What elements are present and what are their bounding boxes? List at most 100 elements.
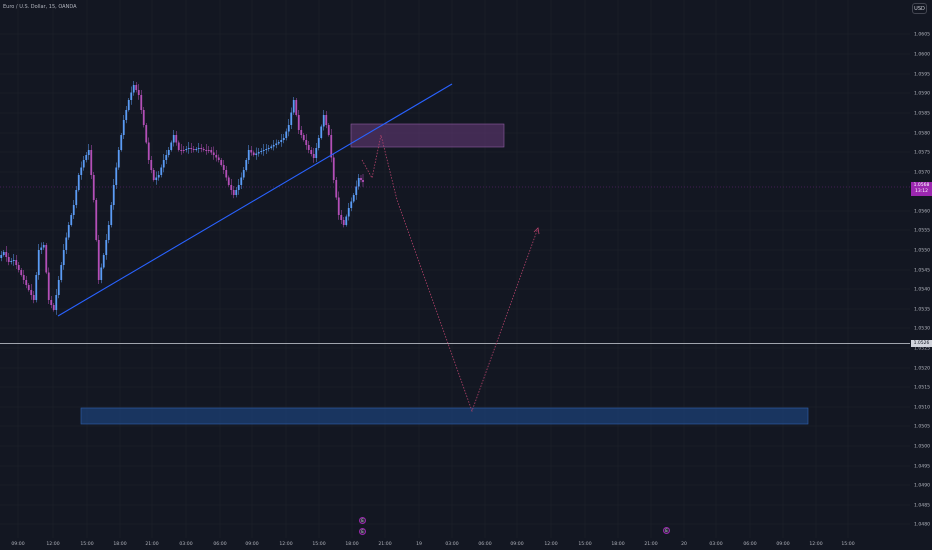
candle-body [172, 135, 175, 143]
candle-body [355, 186, 358, 195]
price-tick-label: 1.0575 [914, 150, 930, 156]
candle-body [52, 305, 55, 310]
candle-body [15, 260, 18, 265]
time-tick-label: 12:00 [544, 541, 557, 547]
candle-body [330, 135, 333, 158]
grid [0, 0, 910, 538]
candle-body [132, 85, 135, 93]
candle-body [207, 150, 210, 151]
candle-body [360, 178, 362, 180]
time-tick-label: 21:00 [644, 541, 657, 547]
candle-body [325, 115, 328, 125]
candle-body [305, 140, 308, 145]
event-icon[interactable]: E [663, 527, 670, 534]
candle-body [347, 208, 350, 217]
candle-body [182, 150, 185, 151]
candle-body [285, 131, 288, 138]
candle-body [35, 275, 38, 300]
candle-body [20, 270, 23, 275]
time-tick-label: 15:00 [841, 541, 854, 547]
candle-body [267, 148, 270, 149]
candle-body [272, 145, 275, 147]
candle-body [115, 167, 118, 185]
candle-body [142, 110, 145, 125]
candle-body [282, 138, 285, 140]
candle-body [130, 92, 133, 100]
candle-body [157, 175, 160, 178]
supply-zone[interactable] [350, 123, 505, 148]
candle-body [72, 205, 75, 215]
candle-body [12, 260, 15, 261]
candle-body [227, 177, 230, 185]
demand-zone[interactable] [80, 407, 809, 425]
candle-body [317, 138, 320, 148]
candle-body [232, 190, 235, 195]
candle-body [122, 120, 125, 135]
candle-body [242, 170, 245, 178]
candle-body [220, 160, 223, 165]
candle-body [87, 150, 90, 155]
candle-body [160, 167, 163, 175]
time-tick-label: 03:00 [179, 541, 192, 547]
candle-body [235, 190, 238, 195]
event-icon[interactable]: E [359, 528, 366, 535]
time-tick-label: 21:00 [145, 541, 158, 547]
candle-body [312, 154, 315, 158]
hline-price-tag[interactable]: 1.0526 [911, 340, 932, 347]
price-tick-label: 1.0550 [914, 248, 930, 254]
candle-body [92, 175, 95, 200]
price-tick-label: 1.0515 [914, 385, 930, 391]
candle-body [27, 285, 30, 290]
candle-body [57, 280, 60, 295]
zones[interactable] [80, 123, 809, 425]
candle-body [7, 257, 10, 262]
price-tick-label: 1.0480 [914, 522, 930, 528]
candle-body [50, 300, 53, 305]
candle-body [270, 146, 273, 148]
candle-body [260, 151, 263, 152]
candle-body [215, 155, 218, 158]
candle-body [320, 126, 323, 138]
candle-body [152, 170, 155, 180]
candle-body [192, 149, 195, 150]
time-tick-label: 15:00 [312, 541, 325, 547]
candle-body [247, 150, 250, 160]
candle-body [70, 215, 73, 225]
candles [0, 81, 364, 315]
candle-body [25, 280, 28, 285]
candle-body [205, 150, 208, 151]
candle-body [10, 261, 13, 262]
projection-arrowhead [533, 227, 540, 235]
projection-path[interactable] [361, 134, 539, 413]
symbol-title[interactable]: Euro / U.S. Dollar, 15, OANDA [3, 4, 77, 10]
price-tick-label: 1.0595 [914, 72, 930, 78]
candle-body [350, 201, 353, 208]
candle-body [100, 267, 103, 280]
candle-body [30, 290, 33, 295]
candle-body [112, 185, 115, 205]
candle-body [212, 152, 215, 155]
candle-body [140, 95, 143, 110]
trendline[interactable] [57, 83, 453, 317]
candle-body [82, 160, 85, 168]
candle-body [257, 152, 260, 154]
candle-body [175, 135, 178, 143]
time-tick-label: 12:00 [809, 541, 822, 547]
event-icon[interactable]: E [359, 517, 366, 524]
candle-body [195, 149, 198, 150]
candle-body [252, 152, 255, 155]
candle-body [162, 160, 165, 168]
time-tick-label: 21:00 [378, 541, 391, 547]
candle-body [322, 115, 325, 127]
candle-body [335, 180, 338, 198]
currency-button[interactable]: USD [912, 3, 927, 14]
price-axis[interactable]: 1.0605 1.0600 1.0595 1.0590 1.0585 1.0580 1.05… [914, 32, 930, 528]
candle-body [332, 157, 335, 180]
candle-body [17, 265, 20, 270]
candle-body [105, 240, 108, 255]
candle-body [342, 220, 345, 225]
time-axis[interactable]: 09:00 12:00 15:00 18:00 21:00 03:00 06:00 09:00… [11, 541, 854, 547]
price-tick-label: 1.0520 [914, 366, 930, 372]
